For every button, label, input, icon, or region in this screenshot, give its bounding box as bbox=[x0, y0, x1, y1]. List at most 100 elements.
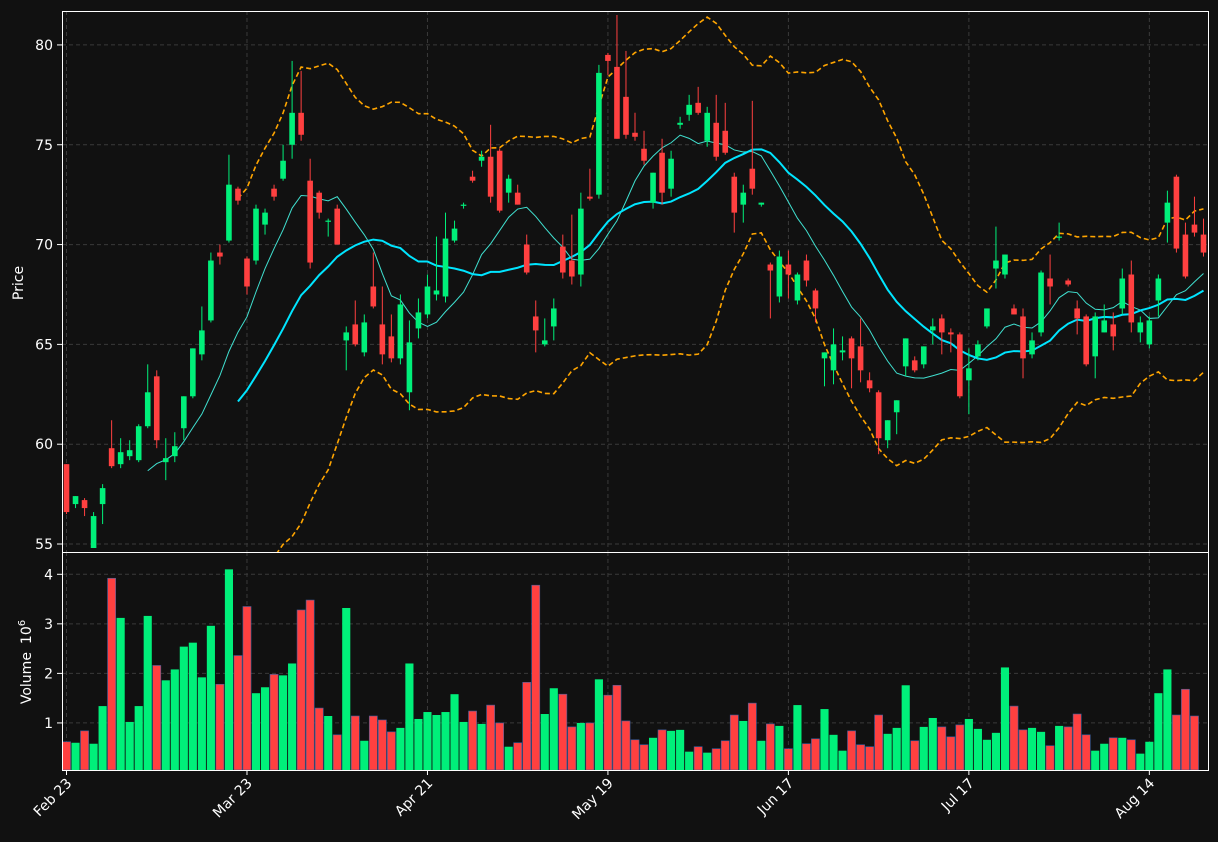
volume-bar bbox=[901, 685, 910, 770]
volume-bar bbox=[838, 750, 847, 770]
candle-body bbox=[1047, 278, 1053, 287]
volume-bar bbox=[603, 694, 613, 771]
candle-body bbox=[460, 204, 467, 206]
volume-bar bbox=[793, 705, 802, 770]
upper-band-line bbox=[237, 16, 1204, 294]
volume-bar bbox=[973, 728, 982, 770]
volume-bar bbox=[161, 680, 170, 770]
volume-bar bbox=[865, 746, 874, 771]
volume-bar bbox=[720, 740, 730, 771]
volume-bar bbox=[62, 741, 71, 771]
volume-bar bbox=[360, 740, 369, 770]
candle-body bbox=[244, 258, 250, 287]
candle-body bbox=[1146, 320, 1153, 345]
volume-bar bbox=[540, 714, 549, 770]
moving-averages bbox=[147, 134, 1204, 472]
volume-panel-frame bbox=[62, 552, 1209, 771]
candle-body bbox=[767, 264, 774, 271]
candle-body bbox=[1182, 234, 1189, 277]
volume-bar bbox=[296, 609, 306, 771]
volume-bar bbox=[765, 723, 775, 771]
volume-bar bbox=[98, 706, 107, 770]
candle-body bbox=[957, 334, 963, 397]
volume-bar bbox=[676, 729, 685, 770]
volume-bar bbox=[1190, 715, 1199, 771]
candle-body bbox=[623, 96, 629, 135]
candle-body bbox=[857, 346, 864, 371]
candle-body bbox=[262, 212, 268, 225]
candle-body bbox=[63, 464, 70, 513]
volume-bar bbox=[856, 744, 865, 771]
volume-bar bbox=[667, 730, 676, 770]
candle-body bbox=[1119, 278, 1126, 309]
candle-body bbox=[352, 324, 359, 345]
volume-bar bbox=[377, 719, 387, 771]
volume-bar bbox=[368, 715, 378, 771]
volume-bar bbox=[928, 717, 937, 770]
candle-body bbox=[731, 176, 738, 213]
volume-bar bbox=[1072, 713, 1082, 771]
candle-body bbox=[469, 176, 476, 181]
candle-body bbox=[108, 448, 115, 467]
volume-bar bbox=[784, 748, 793, 771]
volume-bars bbox=[62, 569, 1199, 771]
candle-body bbox=[424, 286, 431, 315]
candle-body bbox=[1083, 316, 1089, 365]
volume-bar bbox=[729, 714, 739, 771]
volume-bar bbox=[387, 731, 396, 771]
volume-bar bbox=[802, 743, 811, 771]
volume-bar bbox=[143, 615, 152, 770]
volume-bar bbox=[134, 706, 143, 770]
volume-bar bbox=[1172, 714, 1181, 771]
candle-body bbox=[650, 172, 656, 203]
volume-bar bbox=[197, 677, 206, 770]
volume-bar bbox=[89, 743, 98, 770]
volume-bar bbox=[432, 715, 441, 770]
candle-body bbox=[560, 246, 566, 273]
volume-bar bbox=[107, 577, 116, 771]
candlesticks bbox=[63, 14, 1207, 549]
candle-body bbox=[929, 326, 936, 331]
candle-body bbox=[984, 308, 990, 327]
candle-body bbox=[704, 112, 710, 141]
volume-tick-label: 1 bbox=[44, 716, 53, 732]
candle-body bbox=[749, 168, 756, 189]
volume-bar bbox=[242, 606, 252, 771]
candle-body bbox=[190, 348, 196, 397]
volume-axis-ticks: 1 2 3 4 bbox=[44, 567, 62, 732]
volume-bar bbox=[414, 718, 423, 770]
candle-body bbox=[695, 102, 701, 113]
volume-bar bbox=[206, 625, 215, 770]
volume-bar bbox=[468, 710, 477, 771]
volume-bar bbox=[531, 584, 541, 771]
long-moving-average-line bbox=[237, 148, 1204, 403]
volume-bar bbox=[188, 642, 197, 770]
volume-bar bbox=[991, 732, 1001, 770]
volume-tick-label: 3 bbox=[44, 617, 53, 633]
volume-bar bbox=[1118, 737, 1127, 770]
candle-body bbox=[217, 252, 223, 257]
candle-body bbox=[442, 238, 449, 297]
volume-bar bbox=[685, 751, 694, 770]
volume-bar bbox=[504, 746, 513, 770]
volume-bar bbox=[1100, 743, 1109, 770]
volume-bar bbox=[251, 693, 261, 770]
volume-bar bbox=[874, 714, 883, 771]
volume-bar bbox=[703, 752, 712, 770]
volume-bar bbox=[883, 733, 892, 770]
candle-body bbox=[334, 208, 341, 245]
volume-bar bbox=[1063, 726, 1073, 771]
candle-body bbox=[316, 192, 322, 213]
candle-body bbox=[966, 368, 972, 381]
candle-body bbox=[587, 196, 593, 199]
candle-body bbox=[1128, 274, 1135, 323]
candle-body bbox=[280, 160, 286, 179]
candle-body bbox=[812, 290, 819, 309]
volume-bar bbox=[946, 736, 956, 771]
candle-body bbox=[776, 256, 783, 297]
volume-bar bbox=[324, 715, 333, 770]
candle-body bbox=[1029, 340, 1035, 355]
candle-body bbox=[902, 338, 909, 367]
candle-body bbox=[523, 244, 530, 273]
